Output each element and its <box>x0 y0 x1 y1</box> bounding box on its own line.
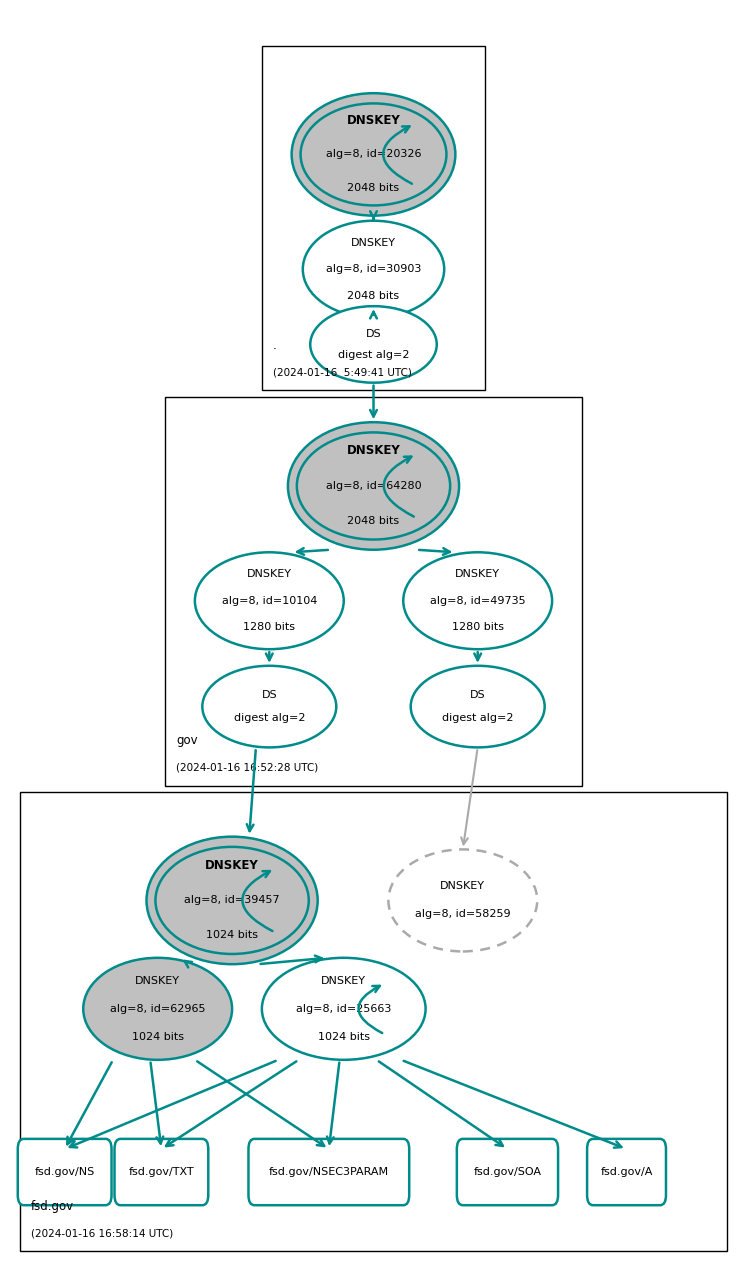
Text: alg=8, id=49735: alg=8, id=49735 <box>430 596 525 606</box>
FancyBboxPatch shape <box>114 1139 208 1205</box>
Ellipse shape <box>411 666 545 748</box>
Text: fsd.gov/A: fsd.gov/A <box>601 1167 653 1177</box>
Text: DS: DS <box>261 690 277 700</box>
Text: digest alg=2: digest alg=2 <box>338 350 409 360</box>
Text: DNSKEY: DNSKEY <box>351 238 396 248</box>
Bar <box>262 46 485 390</box>
Text: alg=8, id=30903: alg=8, id=30903 <box>326 265 421 275</box>
Text: 1024 bits: 1024 bits <box>131 1031 184 1042</box>
Ellipse shape <box>202 666 336 748</box>
Text: 1024 bits: 1024 bits <box>206 930 258 941</box>
Ellipse shape <box>310 307 437 382</box>
Text: fsd.gov: fsd.gov <box>31 1200 74 1213</box>
Text: alg=8, id=62965: alg=8, id=62965 <box>110 1003 205 1013</box>
FancyBboxPatch shape <box>249 1139 409 1205</box>
Text: fsd.gov/SOA: fsd.gov/SOA <box>474 1167 542 1177</box>
Text: DNSKEY: DNSKEY <box>247 569 292 579</box>
Ellipse shape <box>403 552 552 649</box>
Text: DNSKEY: DNSKEY <box>205 859 259 872</box>
Text: .: . <box>273 339 277 351</box>
Text: fsd.gov/TXT: fsd.gov/TXT <box>128 1167 194 1177</box>
FancyBboxPatch shape <box>587 1139 666 1205</box>
Text: alg=8, id=64280: alg=8, id=64280 <box>326 481 421 491</box>
Text: (2024-01-16 16:52:28 UTC): (2024-01-16 16:52:28 UTC) <box>176 763 318 773</box>
Text: digest alg=2: digest alg=2 <box>234 713 305 723</box>
Ellipse shape <box>291 93 456 216</box>
Text: 1280 bits: 1280 bits <box>452 622 503 633</box>
Ellipse shape <box>262 957 426 1059</box>
Text: alg=8, id=25663: alg=8, id=25663 <box>296 1003 391 1013</box>
Text: (2024-01-16 16:58:14 UTC): (2024-01-16 16:58:14 UTC) <box>31 1228 173 1238</box>
Text: DNSKEY: DNSKEY <box>135 976 180 985</box>
Text: alg=8, id=20326: alg=8, id=20326 <box>326 150 421 160</box>
Text: 2048 bits: 2048 bits <box>347 183 400 193</box>
Text: alg=8, id=58259: alg=8, id=58259 <box>415 910 511 919</box>
Ellipse shape <box>146 837 317 964</box>
Bar <box>165 396 582 786</box>
Text: (2024-01-16  5:49:41 UTC): (2024-01-16 5:49:41 UTC) <box>273 368 412 377</box>
Text: fsd.gov/NS: fsd.gov/NS <box>34 1167 95 1177</box>
Ellipse shape <box>195 552 344 649</box>
Text: DNSKEY: DNSKEY <box>440 882 486 891</box>
Text: alg=8, id=39457: alg=8, id=39457 <box>185 896 280 905</box>
Ellipse shape <box>303 221 444 318</box>
Text: 1024 bits: 1024 bits <box>317 1031 370 1042</box>
Text: fsd.gov/NSEC3PARAM: fsd.gov/NSEC3PARAM <box>269 1167 389 1177</box>
Ellipse shape <box>388 850 537 951</box>
Bar <box>20 792 727 1251</box>
Text: DNSKEY: DNSKEY <box>455 569 500 579</box>
Text: DS: DS <box>470 690 486 700</box>
Text: DNSKEY: DNSKEY <box>347 445 400 458</box>
Text: DNSKEY: DNSKEY <box>321 976 366 985</box>
FancyBboxPatch shape <box>18 1139 111 1205</box>
Text: 1280 bits: 1280 bits <box>244 622 295 633</box>
Text: 2048 bits: 2048 bits <box>347 516 400 527</box>
Text: digest alg=2: digest alg=2 <box>442 713 513 723</box>
Text: DS: DS <box>366 328 381 339</box>
Ellipse shape <box>288 422 459 550</box>
Ellipse shape <box>83 957 232 1059</box>
Text: gov: gov <box>176 735 198 748</box>
Text: alg=8, id=10104: alg=8, id=10104 <box>222 596 317 606</box>
Text: 2048 bits: 2048 bits <box>347 291 400 300</box>
Text: DNSKEY: DNSKEY <box>347 114 400 128</box>
FancyBboxPatch shape <box>457 1139 558 1205</box>
